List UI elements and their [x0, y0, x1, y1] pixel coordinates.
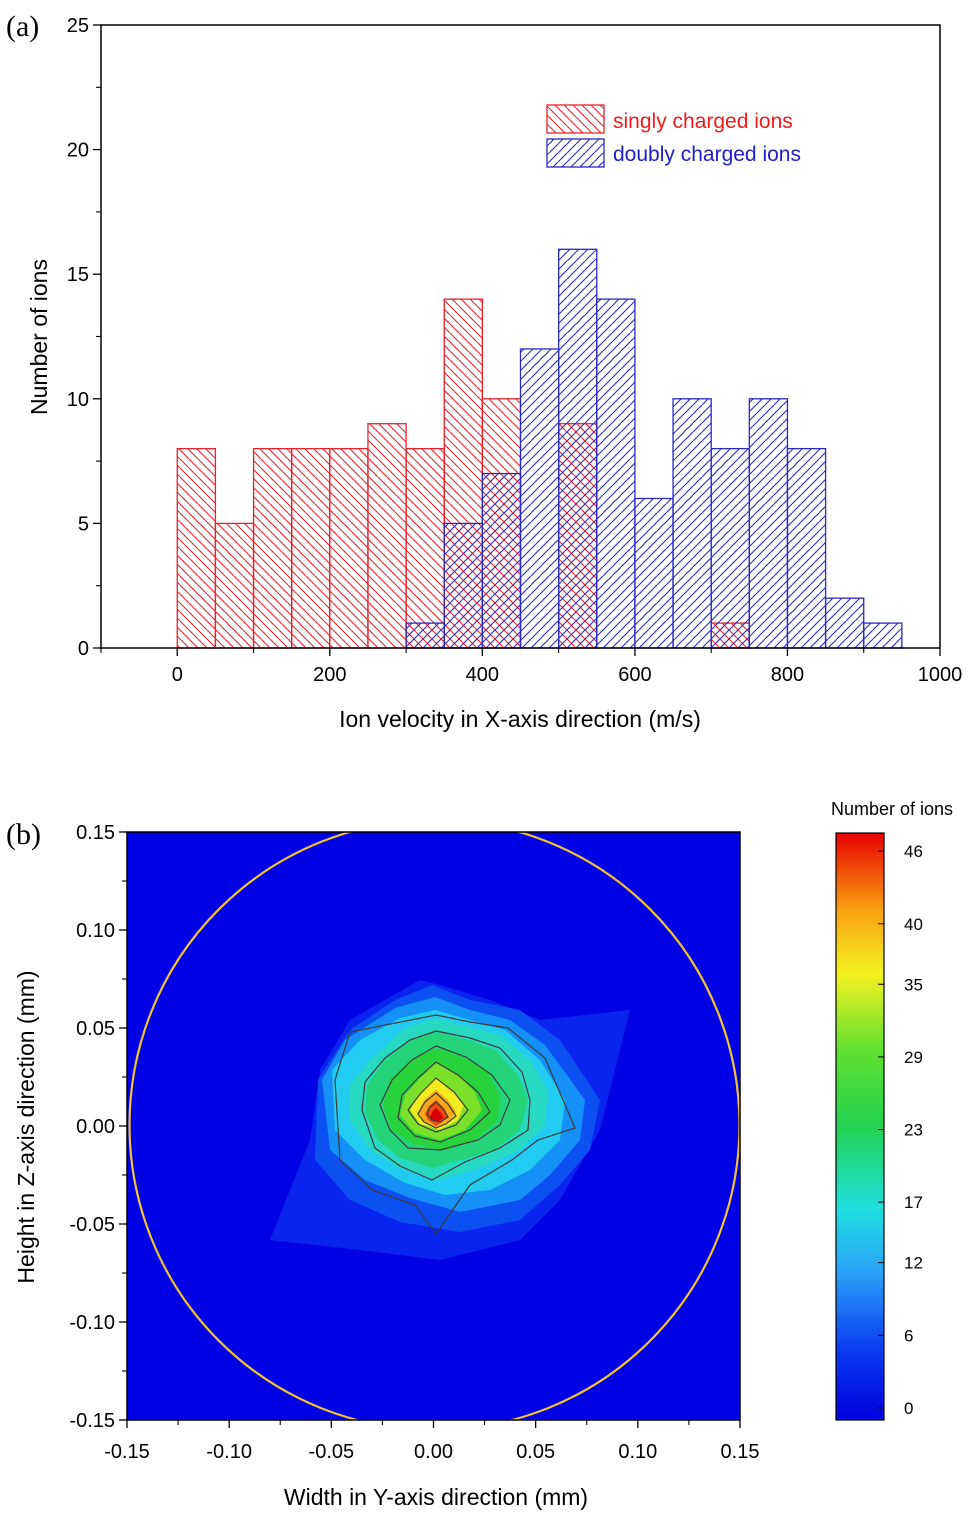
- bar-doubly-700: [710, 447, 750, 649]
- y-tick-label-a: 25: [67, 15, 89, 37]
- bar-doubly-450: [519, 348, 560, 649]
- colorbar-tick-label: 17: [904, 1193, 923, 1212]
- contour-peak: [430, 1108, 443, 1121]
- contour-line-12: [361, 1030, 531, 1181]
- x-tick-label-b: 0.10: [618, 1441, 657, 1463]
- colorbar-ticks: 46 40 35 29 23 17 12 6 0: [878, 842, 923, 1418]
- colorbar-tick-label: 12: [904, 1254, 923, 1273]
- legend-swatch-singly: [546, 104, 605, 134]
- colorbar-tick-label: 35: [904, 975, 923, 994]
- y-tick-label-a: 0: [78, 638, 89, 660]
- x-tick-label-a: 1000: [918, 664, 963, 686]
- bar-singly-150: [291, 447, 331, 649]
- y-tick-label-b: -0.10: [69, 1312, 115, 1334]
- colorbar-tick-label: 6: [904, 1326, 913, 1345]
- axis-ticks-b: -0.15 -0.10 -0.05 0.00 0.05 0.10 0.15 0.15 0.10 0…: [69, 822, 759, 1463]
- legend-label-singly: singly charged ions: [613, 110, 793, 133]
- y-tick-label-a: 10: [67, 389, 89, 411]
- colorbar-scale: [835, 832, 885, 1421]
- bar-singly-50: [214, 522, 255, 649]
- y-tick-label-b: 0.10: [76, 920, 115, 942]
- bar-doubly-900: [863, 622, 903, 649]
- bar-doubly-650: [672, 398, 712, 649]
- y-axis-title-a: Number of ions: [26, 259, 52, 415]
- x-tick-label-b: -0.15: [104, 1441, 150, 1463]
- bar-doubly-850: [824, 597, 865, 649]
- bar-doubly-800: [786, 447, 827, 649]
- bar-doubly-300: [405, 622, 445, 649]
- colorbar-tick-label: 40: [904, 915, 923, 934]
- x-tick-label-a: 200: [313, 664, 346, 686]
- legend-swatch-doubly: [546, 138, 605, 168]
- x-axis-title-b: Width in Y-axis direction (mm): [284, 1484, 588, 1510]
- y-tick-label-a: 20: [67, 140, 89, 162]
- bar-doubly-500: [557, 248, 598, 649]
- y-axis-title-b: Height in Z-axis direction (mm): [13, 970, 39, 1283]
- y-tick-label-a: 5: [78, 513, 89, 535]
- legend: singly charged ions doubly charged ions: [546, 104, 801, 168]
- y-tick-label-b: 0.00: [76, 1116, 115, 1138]
- contour-line-6: [334, 1014, 576, 1236]
- x-tick-label-b: -0.05: [309, 1441, 355, 1463]
- histogram-bars: [176, 248, 903, 649]
- y-tick-label-b: -0.15: [69, 1410, 115, 1432]
- colorbar-tick-label: 0: [904, 1399, 913, 1418]
- contour-line-17: [379, 1045, 511, 1151]
- x-tick-label-a: 800: [771, 664, 804, 686]
- colorbar-tick-label: 46: [904, 842, 923, 861]
- colorbar: Number of ions 46 40 35 29 23 17 12 6 0: [831, 799, 953, 1421]
- y-tick-label-a: 15: [67, 264, 89, 286]
- bar-singly-0: [176, 447, 217, 649]
- x-tick-label-b: 0.15: [721, 1441, 760, 1463]
- histogram-panel: (a) 0 200 400 600 800 1000 0 5 10 15 20 25 singly c…: [6, 10, 962, 732]
- bar-singly-250: [367, 423, 407, 649]
- x-tick-label-a: 400: [466, 664, 499, 686]
- x-tick-label-b: 0.05: [516, 1441, 555, 1463]
- bar-doubly-350: [443, 522, 484, 649]
- x-tick-label-b: -0.10: [206, 1441, 252, 1463]
- y-tick-label-b: 0.15: [76, 822, 115, 844]
- bar-singly-300: [405, 447, 445, 649]
- contour-line-40: [426, 1101, 449, 1123]
- contour-map: [127, 832, 740, 1420]
- contour-lines: [334, 1014, 576, 1236]
- colorbar-tick-label: 23: [904, 1121, 923, 1140]
- bar-doubly-750: [748, 398, 789, 649]
- bar-singly-200: [329, 447, 369, 649]
- contour-line-23: [397, 1061, 491, 1143]
- bar-doubly-600: [634, 497, 674, 649]
- y-tick-label-b: -0.05: [69, 1214, 115, 1236]
- x-axis-title-a: Ion velocity in X-axis direction (m/s): [339, 706, 701, 732]
- panel-label-a: (a): [6, 10, 39, 43]
- bar-doubly-400: [481, 472, 522, 649]
- panel-label-b: (b): [6, 818, 41, 851]
- contour-line-29: [407, 1077, 469, 1133]
- contour-panel: (b): [6, 799, 953, 1510]
- contour-line-35: [417, 1092, 457, 1129]
- axis-ticks-a: 0 200 400 600 800 1000 0 5 10 15 20 25: [67, 15, 963, 686]
- bar-singly-100: [252, 447, 293, 649]
- y-tick-label-b: 0.05: [76, 1018, 115, 1040]
- x-tick-label-a: 600: [618, 664, 651, 686]
- bar-doubly-550: [596, 298, 636, 649]
- legend-label-doubly: doubly charged ions: [613, 143, 801, 166]
- x-tick-label-a: 0: [172, 664, 183, 686]
- colorbar-tick-label: 29: [904, 1048, 923, 1067]
- x-tick-label-b: 0.00: [414, 1441, 453, 1463]
- colorbar-title: Number of ions: [831, 799, 953, 819]
